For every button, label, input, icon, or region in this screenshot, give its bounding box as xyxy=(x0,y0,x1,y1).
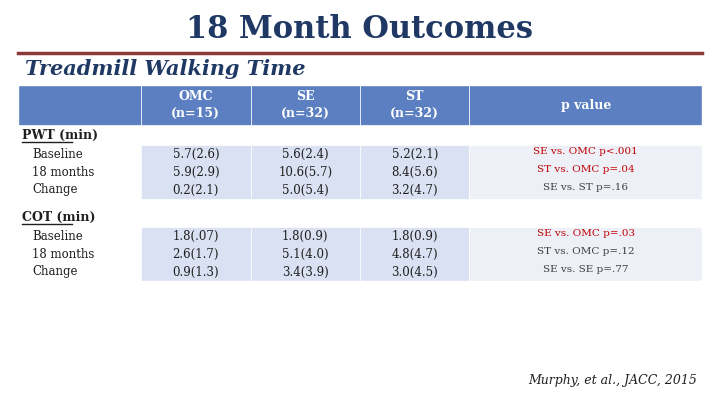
Text: p value: p value xyxy=(561,98,611,111)
Text: 18 months: 18 months xyxy=(32,166,94,179)
Text: 10.6(5.7): 10.6(5.7) xyxy=(278,166,333,179)
Text: 0.9(1.3): 0.9(1.3) xyxy=(173,266,219,279)
Text: COT (min): COT (min) xyxy=(22,211,96,224)
Text: OMC
(n=15): OMC (n=15) xyxy=(171,90,220,120)
Text: 18 months: 18 months xyxy=(32,247,94,260)
FancyBboxPatch shape xyxy=(469,145,702,199)
Text: SE vs. OMC p=.03: SE vs. OMC p=.03 xyxy=(536,229,635,238)
Text: 5.6(2.4): 5.6(2.4) xyxy=(282,147,328,160)
Text: SE vs. SE p=.77: SE vs. SE p=.77 xyxy=(543,265,629,274)
FancyBboxPatch shape xyxy=(469,227,702,281)
Text: 5.7(2.6): 5.7(2.6) xyxy=(173,147,219,160)
FancyBboxPatch shape xyxy=(18,85,141,125)
Text: PWT (min): PWT (min) xyxy=(22,128,98,141)
Text: 3.4(3.9): 3.4(3.9) xyxy=(282,266,328,279)
Text: Murphy, et al., JACC, 2015: Murphy, et al., JACC, 2015 xyxy=(528,374,697,387)
Text: SE vs. ST p=.16: SE vs. ST p=.16 xyxy=(543,183,629,192)
Text: Change: Change xyxy=(32,266,78,279)
Text: 1.8(0.9): 1.8(0.9) xyxy=(392,230,438,243)
Text: 5.2(2.1): 5.2(2.1) xyxy=(392,147,438,160)
Text: 5.9(2.9): 5.9(2.9) xyxy=(173,166,219,179)
Text: Baseline: Baseline xyxy=(32,230,83,243)
Text: 1.8(0.9): 1.8(0.9) xyxy=(282,230,328,243)
Text: 0.2(2.1): 0.2(2.1) xyxy=(173,183,219,196)
FancyBboxPatch shape xyxy=(251,85,360,125)
FancyBboxPatch shape xyxy=(360,145,469,199)
Text: 8.4(5.6): 8.4(5.6) xyxy=(392,166,438,179)
Text: 18 Month Outcomes: 18 Month Outcomes xyxy=(186,15,534,45)
Text: 5.0(5.4): 5.0(5.4) xyxy=(282,183,328,196)
Text: ST vs. OMC p=.04: ST vs. OMC p=.04 xyxy=(537,165,634,174)
FancyBboxPatch shape xyxy=(469,85,702,125)
Text: 1.8(.07): 1.8(.07) xyxy=(173,230,219,243)
Text: SE vs. OMC p<.001: SE vs. OMC p<.001 xyxy=(534,147,638,156)
Text: 5.1(4.0): 5.1(4.0) xyxy=(282,247,328,260)
FancyBboxPatch shape xyxy=(141,145,251,199)
Text: ST
(n=32): ST (n=32) xyxy=(390,90,439,120)
FancyBboxPatch shape xyxy=(141,227,251,281)
Text: Treadmill Walking Time: Treadmill Walking Time xyxy=(25,59,305,79)
Text: ST vs. OMC p=.12: ST vs. OMC p=.12 xyxy=(537,247,634,256)
FancyBboxPatch shape xyxy=(141,85,251,125)
FancyBboxPatch shape xyxy=(251,145,360,199)
FancyBboxPatch shape xyxy=(360,227,469,281)
Text: Change: Change xyxy=(32,183,78,196)
Text: SE
(n=32): SE (n=32) xyxy=(281,90,330,120)
Text: 2.6(1.7): 2.6(1.7) xyxy=(173,247,219,260)
Text: 3.2(4.7): 3.2(4.7) xyxy=(392,183,438,196)
FancyBboxPatch shape xyxy=(251,227,360,281)
Text: Baseline: Baseline xyxy=(32,147,83,160)
FancyBboxPatch shape xyxy=(360,85,469,125)
Text: 3.0(4.5): 3.0(4.5) xyxy=(392,266,438,279)
Text: 4.8(4.7): 4.8(4.7) xyxy=(392,247,438,260)
